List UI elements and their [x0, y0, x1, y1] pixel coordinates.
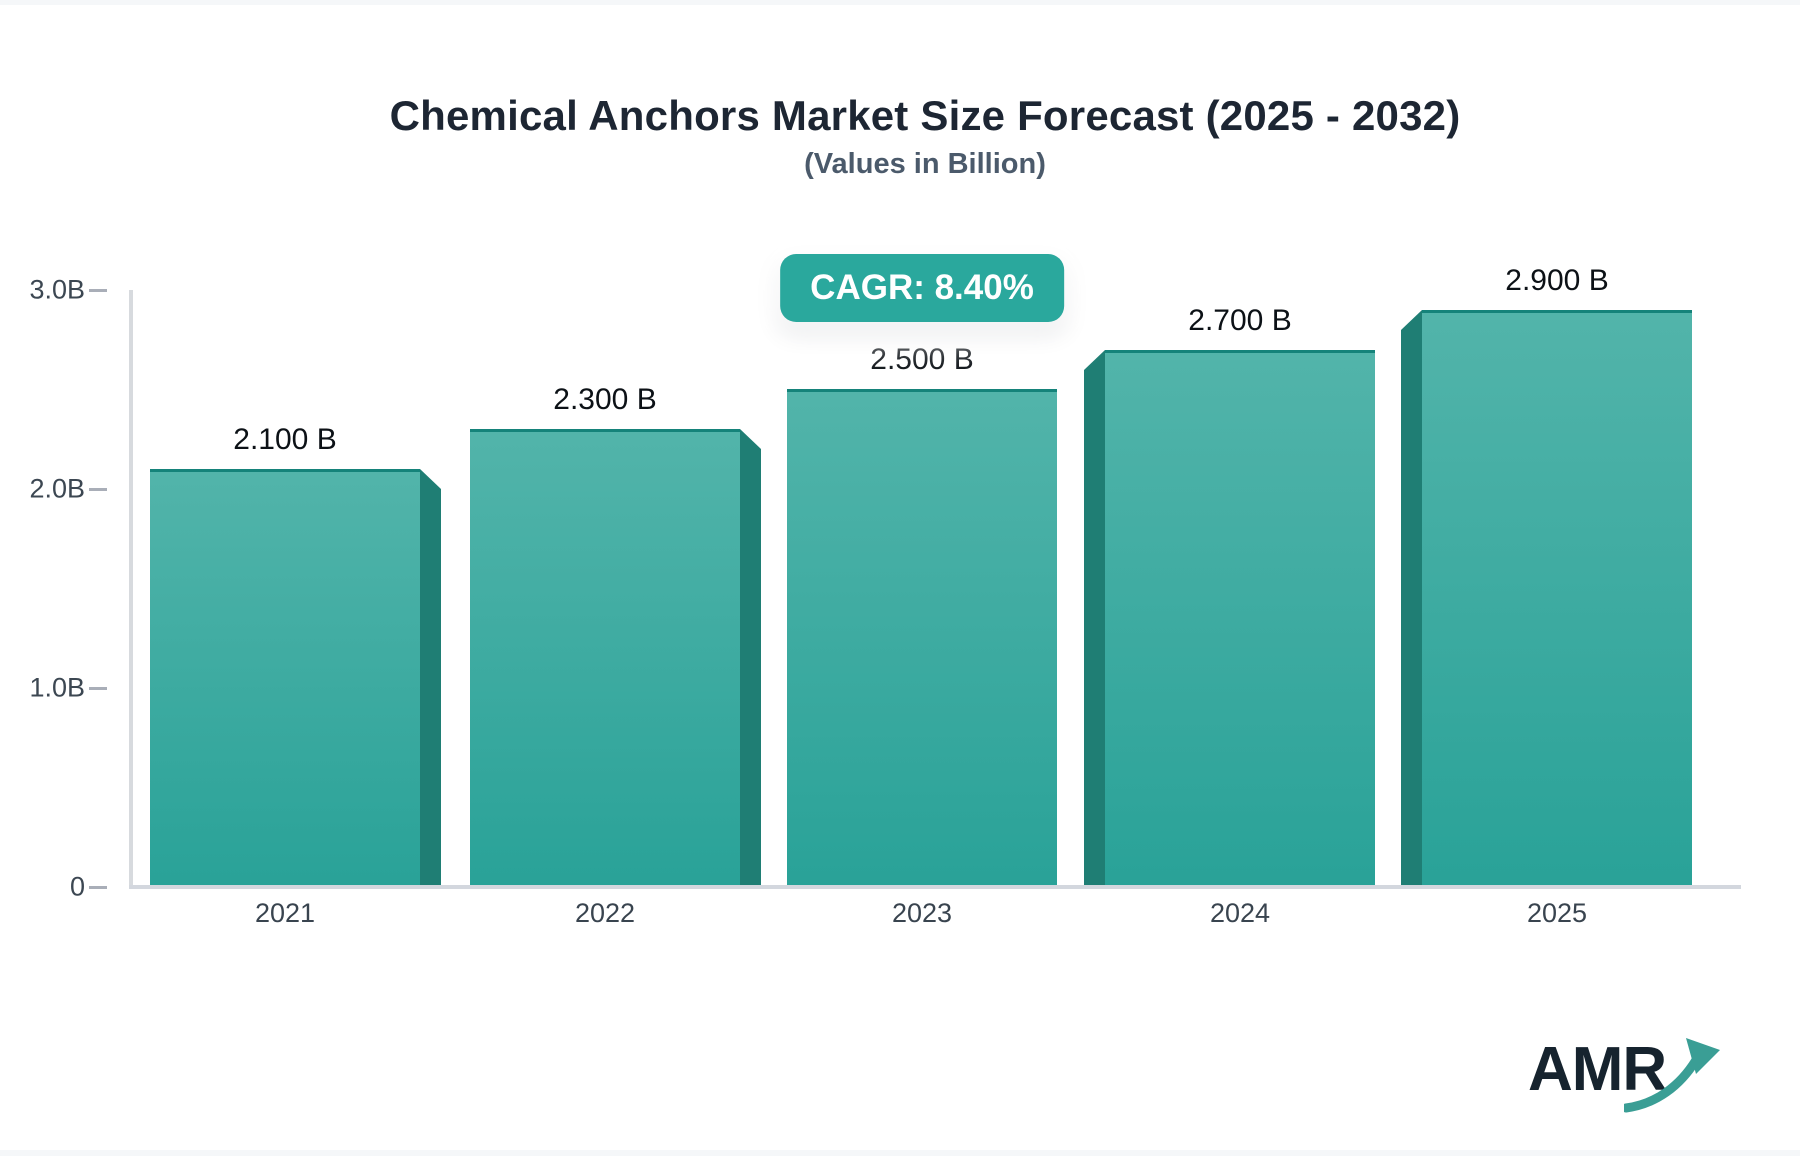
x-axis-label-2021: 2021 — [254, 898, 316, 928]
bar-2024-3d-side — [1084, 350, 1105, 887]
bar-value-label-2022: 2.300 B — [553, 383, 657, 416]
bar-2022-3d-side — [740, 429, 761, 887]
bar-value-label-2023: 2.500 B — [870, 343, 974, 376]
bar-2021 — [150, 469, 420, 887]
chart-title: Chemical Anchors Market Size Forecast (2… — [389, 92, 1461, 139]
bar-2025 — [1422, 310, 1692, 887]
amr-logo-text: AMR — [1528, 1035, 1667, 1104]
bottom-edge-strip — [0, 1150, 1800, 1156]
y-axis-tick-label: 1.0B — [29, 672, 85, 703]
bar-value-label-2024: 2.700 B — [1188, 304, 1292, 337]
x-axis-label-2023: 2023 — [891, 898, 953, 928]
y-axis-tick-label: 0 — [69, 871, 85, 902]
bar-2022 — [470, 429, 740, 887]
x-axis-line — [129, 885, 1741, 889]
cagr-badge: CAGR: 8.40% — [780, 254, 1064, 322]
y-axis-tick-label: 2.0B — [29, 473, 85, 504]
y-axis-tick-mark — [89, 488, 107, 491]
y-axis-line — [129, 290, 133, 889]
amr-logo: AMR — [1528, 1028, 1738, 1123]
y-axis-tick-label: 3.0B — [29, 274, 85, 305]
y-axis-tick-mark — [89, 687, 107, 690]
bar-2021-3d-side — [420, 469, 441, 887]
y-axis-tick-mark — [89, 289, 107, 292]
bar-value-label-2025: 2.900 B — [1505, 264, 1609, 297]
bar-value-label-2021: 2.100 B — [233, 423, 337, 456]
bar-2024 — [1105, 350, 1375, 887]
growth-arrow-icon — [1624, 1038, 1720, 1113]
top-edge-strip — [0, 0, 1800, 5]
chart-subtitle: (Values in Billion) — [804, 148, 1046, 180]
x-axis-label-2025: 2025 — [1526, 898, 1588, 928]
x-axis-label-2024: 2024 — [1209, 898, 1271, 928]
y-axis-tick-mark — [89, 886, 107, 889]
x-axis-label-2022: 2022 — [574, 898, 636, 928]
bar-2025-3d-side — [1401, 310, 1422, 887]
bar-2023 — [787, 389, 1057, 887]
